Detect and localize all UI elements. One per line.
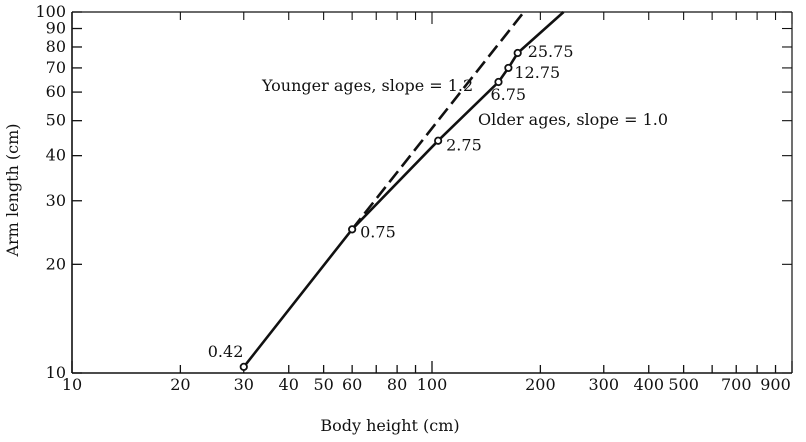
- data-point: [504, 63, 513, 73]
- x-tick-label: 900: [760, 375, 791, 394]
- x-tick-label: 30: [234, 375, 254, 394]
- x-tick-label: 400: [633, 375, 664, 394]
- x-tick-label: 700: [721, 375, 752, 394]
- y-tick-label: 60: [46, 82, 66, 101]
- y-tick-label: 20: [46, 254, 66, 273]
- annotation-older: Older ages, slope = 1.0: [478, 110, 668, 129]
- data-point: [348, 225, 357, 234]
- ticks: 10 20 30 40 50 60 80 100 200 300 400 500 700 900 10 20 3…: [35, 2, 793, 394]
- data-point-label: 0.75: [360, 222, 396, 241]
- data-point-label: 25.75: [528, 42, 574, 61]
- y-tick-label: 90: [46, 19, 66, 38]
- younger-ages-dashed-line: [351, 11, 525, 231]
- x-tick-label: 500: [668, 375, 699, 394]
- y-tick-label: 50: [46, 111, 66, 130]
- y-tick-label: 100: [35, 2, 66, 21]
- y-tick-label: 30: [46, 191, 66, 210]
- y-tick-label: 80: [46, 37, 66, 56]
- y-axis-title: Arm length (cm): [3, 123, 22, 257]
- data-point-label: 6.75: [490, 85, 526, 104]
- data-point: [434, 136, 443, 145]
- y-tick-label: 10: [46, 363, 66, 382]
- x-tick-label: 60: [342, 375, 362, 394]
- x-tick-label: 200: [525, 375, 556, 394]
- x-tick-label: 40: [279, 375, 299, 394]
- data-point: [494, 77, 503, 87]
- axes: [71, 11, 793, 374]
- y-tick-label: 70: [46, 58, 66, 77]
- data-point: [239, 362, 248, 371]
- x-tick-label: 80: [387, 375, 407, 394]
- labels: 0.42 0.75 2.75 6.75 12.75 25.75: [208, 42, 574, 361]
- data-point-label: 12.75: [514, 63, 560, 82]
- x-tick-label: 10: [62, 375, 82, 394]
- annotation-younger: Younger ages, slope = 1.2: [261, 76, 473, 95]
- x-tick-label: 100: [417, 375, 448, 394]
- data-point-label: 0.42: [208, 342, 244, 361]
- y-tick-label: 40: [46, 146, 66, 165]
- x-tick-label: 50: [313, 375, 333, 394]
- x-tick-label: 20: [170, 375, 190, 394]
- data-point: [513, 48, 522, 58]
- points: [239, 48, 522, 371]
- x-axis-title: Body height (cm): [320, 416, 459, 435]
- x-tick-label: 300: [588, 375, 619, 394]
- data-point-label: 2.75: [446, 136, 482, 155]
